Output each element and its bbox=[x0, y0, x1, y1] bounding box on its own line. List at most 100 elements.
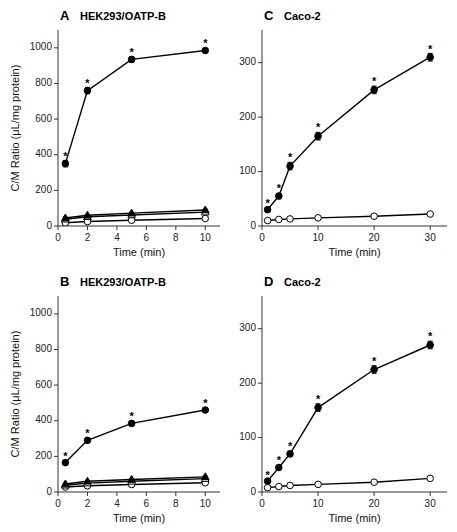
marker bbox=[264, 217, 271, 224]
x-tick-label: 30 bbox=[425, 232, 437, 243]
significance-mark: * bbox=[63, 450, 68, 462]
y-tick-label: 400 bbox=[35, 414, 52, 425]
significance-mark: * bbox=[85, 77, 90, 89]
significance-mark: * bbox=[85, 427, 90, 439]
series-line bbox=[268, 57, 431, 209]
significance-mark: * bbox=[203, 397, 208, 409]
x-tick-label: 4 bbox=[114, 232, 120, 243]
y-tick-label: 0 bbox=[46, 220, 52, 231]
x-tick bbox=[205, 492, 206, 496]
x-tick bbox=[374, 226, 375, 230]
x-tick bbox=[205, 226, 206, 230]
y-tick bbox=[54, 420, 58, 421]
series bbox=[264, 341, 433, 484]
panel-title: HEK293/OATP-B bbox=[80, 10, 166, 22]
y-tick bbox=[258, 383, 262, 384]
y-tick bbox=[258, 226, 262, 227]
marker bbox=[371, 87, 378, 94]
y-tick bbox=[54, 385, 58, 386]
x-tick bbox=[175, 226, 176, 230]
x-tick bbox=[146, 492, 147, 496]
marker bbox=[287, 163, 294, 170]
y-tick-label: 200 bbox=[35, 184, 52, 195]
series bbox=[264, 211, 433, 224]
significance-mark: * bbox=[288, 440, 293, 452]
y-tick-label: 1000 bbox=[30, 41, 53, 52]
marker bbox=[427, 211, 434, 218]
significance-mark: * bbox=[265, 197, 270, 209]
y-tick-label: 300 bbox=[239, 56, 256, 67]
x-tick bbox=[430, 226, 431, 230]
marker bbox=[371, 366, 378, 373]
x-tick-label: 4 bbox=[114, 498, 120, 509]
x-axis-label: Time (min) bbox=[328, 246, 380, 258]
x-tick-label: 10 bbox=[312, 498, 324, 509]
x-axis-line bbox=[262, 226, 447, 227]
y-tick bbox=[258, 171, 262, 172]
x-tick bbox=[87, 226, 88, 230]
y-axis-line bbox=[262, 30, 263, 226]
marker bbox=[315, 133, 322, 140]
panel-label: A bbox=[60, 8, 70, 23]
y-tick-label: 100 bbox=[239, 431, 256, 442]
y-tick bbox=[258, 492, 262, 493]
y-tick-label: 0 bbox=[250, 486, 256, 497]
marker bbox=[62, 480, 70, 487]
panel-label: D bbox=[264, 274, 273, 289]
marker bbox=[62, 214, 70, 221]
x-axis-line bbox=[262, 492, 447, 493]
marker bbox=[202, 215, 209, 222]
significance-mark: * bbox=[129, 410, 134, 422]
y-axis-label: C/M Ratio (μL/mg protein) bbox=[9, 331, 21, 458]
y-tick bbox=[258, 62, 262, 63]
y-tick bbox=[258, 437, 262, 438]
series-line bbox=[65, 210, 205, 218]
panel: 020040060080010000246810Time (min)C/M Ra… bbox=[9, 274, 220, 524]
x-axis-label: Time (min) bbox=[113, 512, 165, 524]
plot-area bbox=[264, 53, 433, 223]
x-tick-label: 8 bbox=[173, 498, 179, 509]
x-tick bbox=[374, 492, 375, 496]
significance-mark: * bbox=[129, 46, 134, 58]
significance-mark: * bbox=[372, 355, 377, 367]
significance-mark: * bbox=[372, 75, 377, 87]
x-tick-label: 20 bbox=[369, 232, 381, 243]
x-tick bbox=[262, 492, 263, 496]
series-line bbox=[268, 345, 431, 481]
marker bbox=[276, 216, 283, 223]
x-tick-label: 10 bbox=[312, 232, 324, 243]
x-tick-label: 0 bbox=[55, 498, 61, 509]
x-tick-label: 2 bbox=[85, 498, 91, 509]
y-tick-label: 100 bbox=[239, 165, 256, 176]
marker bbox=[371, 213, 378, 220]
series bbox=[62, 208, 210, 222]
panel-title: HEK293/OATP-B bbox=[80, 276, 166, 288]
marker bbox=[315, 404, 322, 411]
significance-mark: * bbox=[277, 182, 282, 194]
series-line bbox=[65, 410, 205, 463]
panel-label: B bbox=[60, 274, 69, 289]
y-tick-label: 0 bbox=[250, 220, 256, 231]
marker bbox=[84, 477, 92, 484]
x-tick-label: 8 bbox=[173, 232, 179, 243]
series bbox=[62, 475, 210, 488]
significance-mark: * bbox=[265, 469, 270, 481]
x-tick bbox=[116, 226, 117, 230]
significance-mark: * bbox=[277, 454, 282, 466]
x-tick bbox=[58, 226, 59, 230]
x-axis-line bbox=[58, 226, 220, 227]
x-tick bbox=[262, 226, 263, 230]
x-tick-label: 0 bbox=[259, 232, 265, 243]
x-tick bbox=[175, 492, 176, 496]
x-tick bbox=[87, 492, 88, 496]
x-axis-label: Time (min) bbox=[113, 246, 165, 258]
y-axis-line bbox=[58, 296, 59, 492]
marker bbox=[287, 482, 294, 489]
marker bbox=[315, 481, 322, 488]
marker bbox=[315, 215, 322, 222]
significance-mark: * bbox=[63, 150, 68, 162]
y-tick-label: 800 bbox=[35, 77, 52, 88]
marker bbox=[128, 476, 136, 483]
marker bbox=[287, 216, 294, 223]
panel: 020040060080010000246810Time (min)C/M Ra… bbox=[9, 8, 220, 258]
